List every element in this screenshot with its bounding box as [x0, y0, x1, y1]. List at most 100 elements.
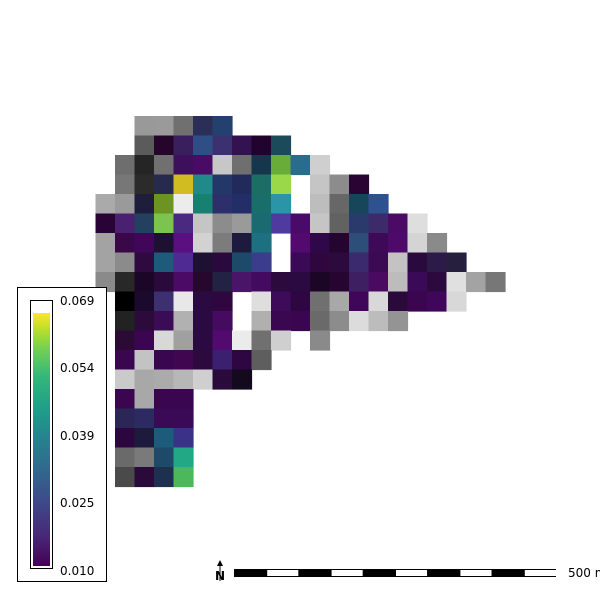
raster-cell	[134, 174, 155, 195]
raster-cell	[368, 194, 389, 215]
raster-cell	[134, 272, 155, 293]
raster-cell	[407, 291, 428, 312]
raster-cell	[466, 272, 487, 293]
raster-cell	[115, 213, 136, 234]
raster-cell	[329, 174, 350, 195]
raster-cell	[446, 291, 467, 312]
raster-cell	[134, 311, 155, 332]
raster-cell	[427, 291, 448, 312]
raster-cell	[349, 252, 370, 273]
raster-cell	[154, 389, 175, 410]
raster-cell	[271, 155, 292, 176]
raster-cell	[115, 272, 136, 293]
raster-cell	[134, 408, 155, 429]
raster-cell	[310, 291, 331, 312]
raster-cell	[388, 291, 409, 312]
raster-cell	[251, 174, 272, 195]
north-arrow-icon: N	[215, 560, 225, 583]
raster-cell	[193, 369, 214, 390]
raster-cell	[427, 252, 448, 273]
raster-cell	[251, 311, 272, 332]
scale-bar-segment	[523, 569, 556, 577]
raster-cell	[290, 311, 311, 332]
raster-cell	[212, 135, 233, 156]
raster-cell	[251, 194, 272, 215]
raster-cell	[134, 233, 155, 254]
raster-cell	[388, 233, 409, 254]
raster-cell	[349, 213, 370, 234]
raster-cell	[232, 155, 253, 176]
raster-cell	[154, 369, 175, 390]
raster-cell	[251, 330, 272, 351]
raster-cell	[154, 174, 175, 195]
raster-cell	[193, 330, 214, 351]
raster-cell	[232, 272, 253, 293]
raster-cell	[271, 272, 292, 293]
raster-cell	[154, 467, 175, 488]
raster-cell	[173, 272, 194, 293]
raster-cell	[212, 116, 233, 137]
raster-cell	[290, 155, 311, 176]
raster-cell	[310, 194, 331, 215]
scale-bar-label: 500 m	[568, 566, 600, 580]
raster-cell	[349, 233, 370, 254]
raster-cell	[154, 135, 175, 156]
raster-cell	[193, 291, 214, 312]
raster-cell	[173, 174, 194, 195]
colorbar	[30, 300, 53, 569]
raster-cell	[290, 272, 311, 293]
raster-cell	[193, 174, 214, 195]
raster-cell	[368, 291, 389, 312]
raster-cell	[115, 233, 136, 254]
scale-bar-segment	[491, 569, 525, 577]
scale-bar-segment	[266, 569, 300, 577]
raster-cells	[95, 116, 506, 488]
colorbar-gradient	[33, 313, 50, 566]
raster-cell	[349, 311, 370, 332]
raster-cell	[134, 369, 155, 390]
raster-cell	[173, 155, 194, 176]
raster-cell	[232, 330, 253, 351]
raster-cell	[115, 408, 136, 429]
raster-cell	[154, 233, 175, 254]
raster-cell	[329, 194, 350, 215]
raster-cell	[193, 194, 214, 215]
raster-cell	[115, 467, 136, 488]
raster-cell	[212, 194, 233, 215]
raster-cell	[173, 135, 194, 156]
raster-cell	[290, 252, 311, 273]
raster-cell	[154, 194, 175, 215]
raster-cell	[173, 194, 194, 215]
raster-cell	[154, 330, 175, 351]
raster-cell	[134, 447, 155, 468]
raster-cell	[212, 252, 233, 273]
colorbar-tick-label: 0.025	[60, 496, 95, 510]
scale-bar-segment	[427, 569, 461, 577]
raster-cell	[212, 291, 233, 312]
raster-cell	[173, 369, 194, 390]
raster-cell	[329, 233, 350, 254]
raster-cell	[232, 252, 253, 273]
raster-cell	[251, 213, 272, 234]
raster-cell	[329, 291, 350, 312]
raster-cell	[251, 155, 272, 176]
raster-cell	[271, 311, 292, 332]
raster-cell	[173, 389, 194, 410]
raster-cell	[134, 428, 155, 449]
raster-cell	[134, 467, 155, 488]
raster-cell	[407, 213, 428, 234]
raster-cell	[134, 350, 155, 371]
raster-cell	[349, 194, 370, 215]
raster-cell	[154, 350, 175, 371]
raster-cell	[115, 194, 136, 215]
raster-cell	[368, 233, 389, 254]
raster-cell	[251, 135, 272, 156]
raster-cell	[115, 369, 136, 390]
raster-cell	[173, 116, 194, 137]
colorbar-tick-label: 0.039	[60, 429, 95, 443]
raster-cell	[134, 194, 155, 215]
colorbar-tick-label: 0.054	[60, 361, 95, 375]
raster-cell	[349, 174, 370, 195]
raster-cell	[173, 233, 194, 254]
raster-cell	[115, 174, 136, 195]
